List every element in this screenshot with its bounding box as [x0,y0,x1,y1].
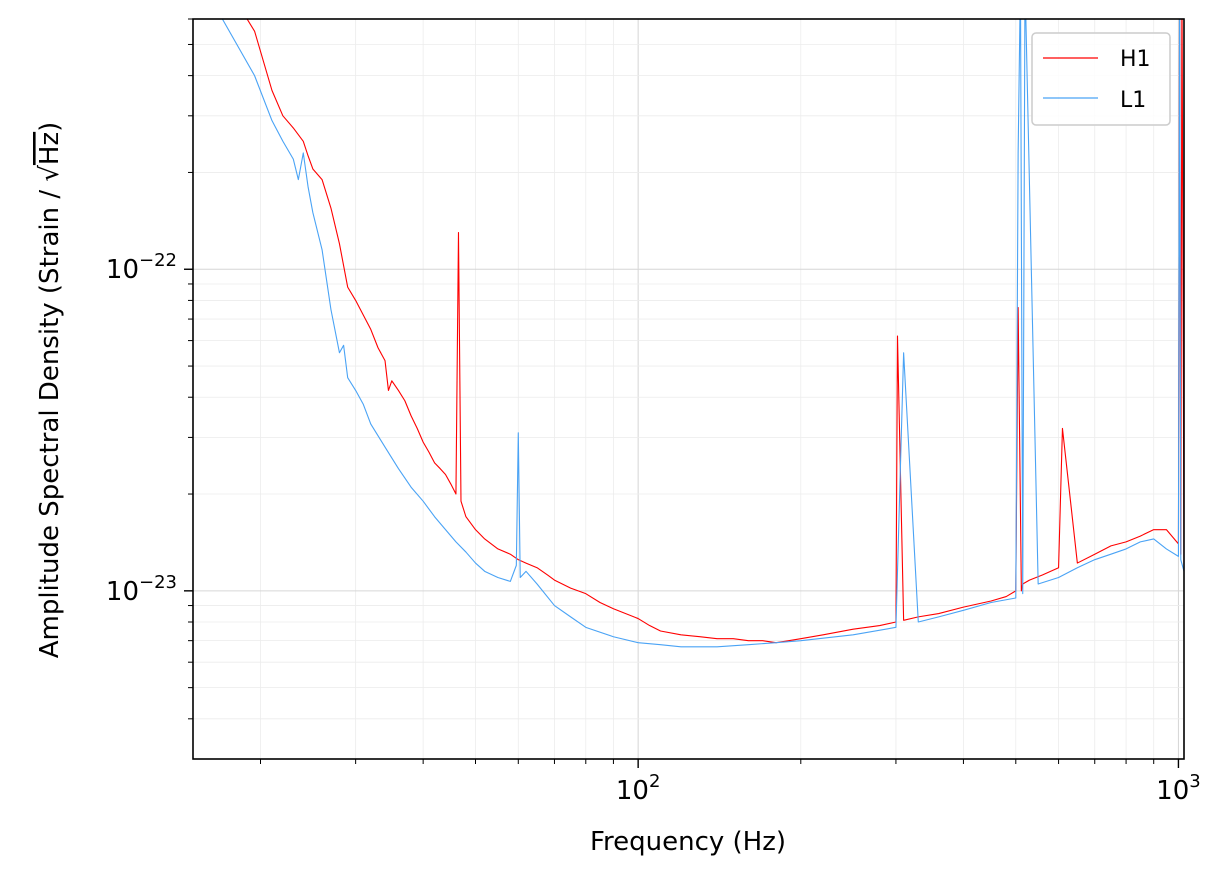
legend-label-l1: L1 [1120,88,1146,113]
legend-label-h1: H1 [1120,47,1151,72]
y-tick-label: 10−22 [106,250,177,285]
x-tick-label: 102 [616,771,661,806]
legend: H1 L1 [1031,32,1171,126]
x-axis-label: Frequency (Hz) [590,827,786,857]
y-axis-label-main: Amplitude Spectral Density (Strain / [35,182,65,659]
y-axis-label: Amplitude Spectral Density (Strain / √Hz… [35,122,65,659]
series-line-h1 [246,19,1184,644]
legend-box [1031,32,1171,126]
plot-frame [192,18,1185,760]
y-axis-label-close: ) [35,122,65,132]
sqrt-symbol: √ [35,165,65,182]
x-tick-label: 103 [1156,771,1201,806]
series-lines [221,19,1184,648]
tick-labels: 102 103 10−23 10−22 [106,250,1201,806]
y-tick-label: 10−23 [106,572,177,607]
y-axis-label-unit: Hz [35,132,65,165]
svg-text:Amplitude Spectral Density (St: Amplitude Spectral Density (Strain / √Hz… [35,122,65,659]
series-line-l1 [221,19,1184,648]
ticks [184,18,1180,768]
